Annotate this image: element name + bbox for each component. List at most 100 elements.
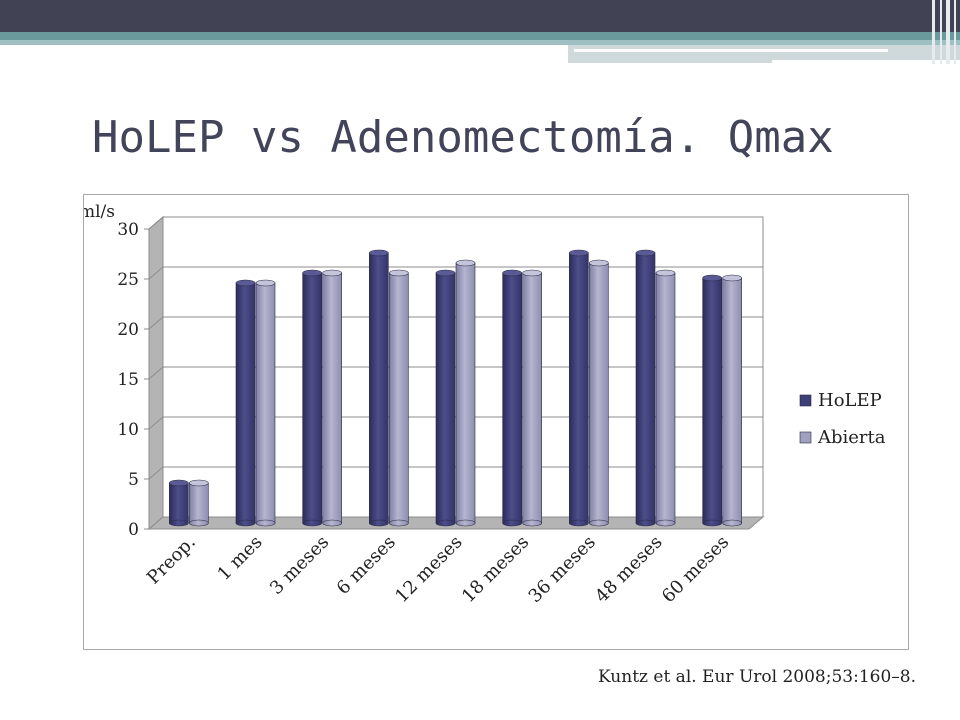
slide-title: HoLEP vs Adenomectomía. Qmax xyxy=(92,112,834,163)
bar-base xyxy=(302,519,322,527)
bar-holep xyxy=(302,269,322,527)
gridline-side xyxy=(148,416,164,430)
bar-top xyxy=(502,269,522,277)
bar-body xyxy=(255,282,276,524)
legend-label-abierta: Abierta xyxy=(817,427,886,448)
accent-band-light xyxy=(0,40,960,45)
bar-top xyxy=(569,249,589,257)
bar-abierta xyxy=(655,269,676,527)
bar-body xyxy=(189,482,209,524)
y-tick-label: 15 xyxy=(117,370,139,390)
bar-base xyxy=(169,519,189,527)
gridline-side xyxy=(148,216,164,230)
bar-top xyxy=(702,274,722,282)
bar-top xyxy=(655,269,676,277)
bar-holep xyxy=(369,249,389,527)
bar-top xyxy=(369,249,389,257)
bar-top xyxy=(255,279,276,287)
bar-base xyxy=(522,519,542,527)
x-tick-label: 36 meses xyxy=(525,532,600,607)
bar-abierta xyxy=(255,279,276,527)
decor-line xyxy=(772,60,960,64)
bar-top xyxy=(635,249,656,257)
bar-abierta xyxy=(722,274,742,527)
bar-body xyxy=(522,272,542,524)
bar-base xyxy=(189,519,209,527)
bar-holep xyxy=(169,479,189,527)
bar-top xyxy=(455,259,476,267)
bar-body xyxy=(455,262,476,524)
bar-base xyxy=(635,519,656,527)
legend-label-holep: HoLEP xyxy=(818,390,882,411)
chart-frame: 0 5 10 15 20 25 30 ml/s Preop. 1 mes 3 meses 6 mese… xyxy=(83,194,909,650)
bar-base xyxy=(455,519,476,527)
bar-body xyxy=(169,482,189,524)
x-tick-label: Preop. xyxy=(143,532,200,589)
decor-stripes xyxy=(928,0,960,64)
bar-body xyxy=(435,272,456,524)
bar-top xyxy=(435,269,456,277)
x-tick-label: 60 meses xyxy=(658,532,733,607)
bar-base xyxy=(722,519,742,527)
bar-top xyxy=(522,269,542,277)
bar-holep xyxy=(635,249,656,527)
bar-body xyxy=(635,252,656,524)
x-tick-label: 12 meses xyxy=(391,532,466,607)
bar-body xyxy=(322,272,342,524)
y-tick-label: 10 xyxy=(117,420,139,440)
bar-top xyxy=(189,479,209,487)
bar-body xyxy=(589,262,609,524)
bar-base xyxy=(589,519,609,527)
bar-body xyxy=(702,277,722,524)
legend-swatch-holep xyxy=(799,394,812,407)
y-tick-label: 20 xyxy=(117,320,139,340)
y-axis-label: ml/s xyxy=(84,202,115,222)
header-bar xyxy=(0,0,960,32)
bar-abierta xyxy=(389,269,409,527)
bar-abierta xyxy=(589,259,609,527)
gridline-side xyxy=(148,466,164,480)
bar-top xyxy=(389,269,409,277)
gridline-side xyxy=(148,316,164,330)
x-tick-label: 18 meses xyxy=(458,532,533,607)
bar-base xyxy=(322,519,342,527)
citation: Kuntz et al. Eur Urol 2008;53:160–8. xyxy=(597,667,916,687)
bar-base xyxy=(255,519,276,527)
bar-abierta xyxy=(322,269,342,527)
bar-top xyxy=(235,279,256,287)
bar-top xyxy=(589,259,609,267)
bar-body xyxy=(389,272,409,524)
x-tick-label: 3 meses xyxy=(266,532,333,599)
bar-base xyxy=(655,519,676,527)
bar-base xyxy=(389,519,409,527)
bar-base xyxy=(435,519,456,527)
decor-line xyxy=(574,49,888,52)
bar-base xyxy=(235,519,256,527)
bar-body xyxy=(302,272,322,524)
x-tick-label: 1 mes xyxy=(213,532,266,585)
accent-band xyxy=(0,32,960,40)
bar-holep xyxy=(435,269,456,527)
x-tick-label: 6 meses xyxy=(333,532,400,599)
bar-body xyxy=(369,252,389,524)
bar-body xyxy=(569,252,589,524)
bar-body xyxy=(235,282,256,524)
bar-abierta xyxy=(522,269,542,527)
y-tick-label: 5 xyxy=(128,470,139,490)
gridline-side xyxy=(148,266,164,280)
bar-holep xyxy=(235,279,256,527)
gridline-side xyxy=(148,366,164,380)
bar-body xyxy=(655,272,676,524)
y-tick-label: 30 xyxy=(117,220,139,240)
bar-holep xyxy=(702,274,722,527)
bar-top xyxy=(302,269,322,277)
bar-top xyxy=(322,269,342,277)
x-tick-label: 48 meses xyxy=(591,532,666,607)
bar-base xyxy=(569,519,589,527)
bar-top xyxy=(169,479,189,487)
bar-abierta xyxy=(455,259,476,527)
bar-body xyxy=(722,277,742,524)
y-tick-label: 0 xyxy=(128,520,139,540)
legend-swatch-abierta xyxy=(799,431,812,444)
